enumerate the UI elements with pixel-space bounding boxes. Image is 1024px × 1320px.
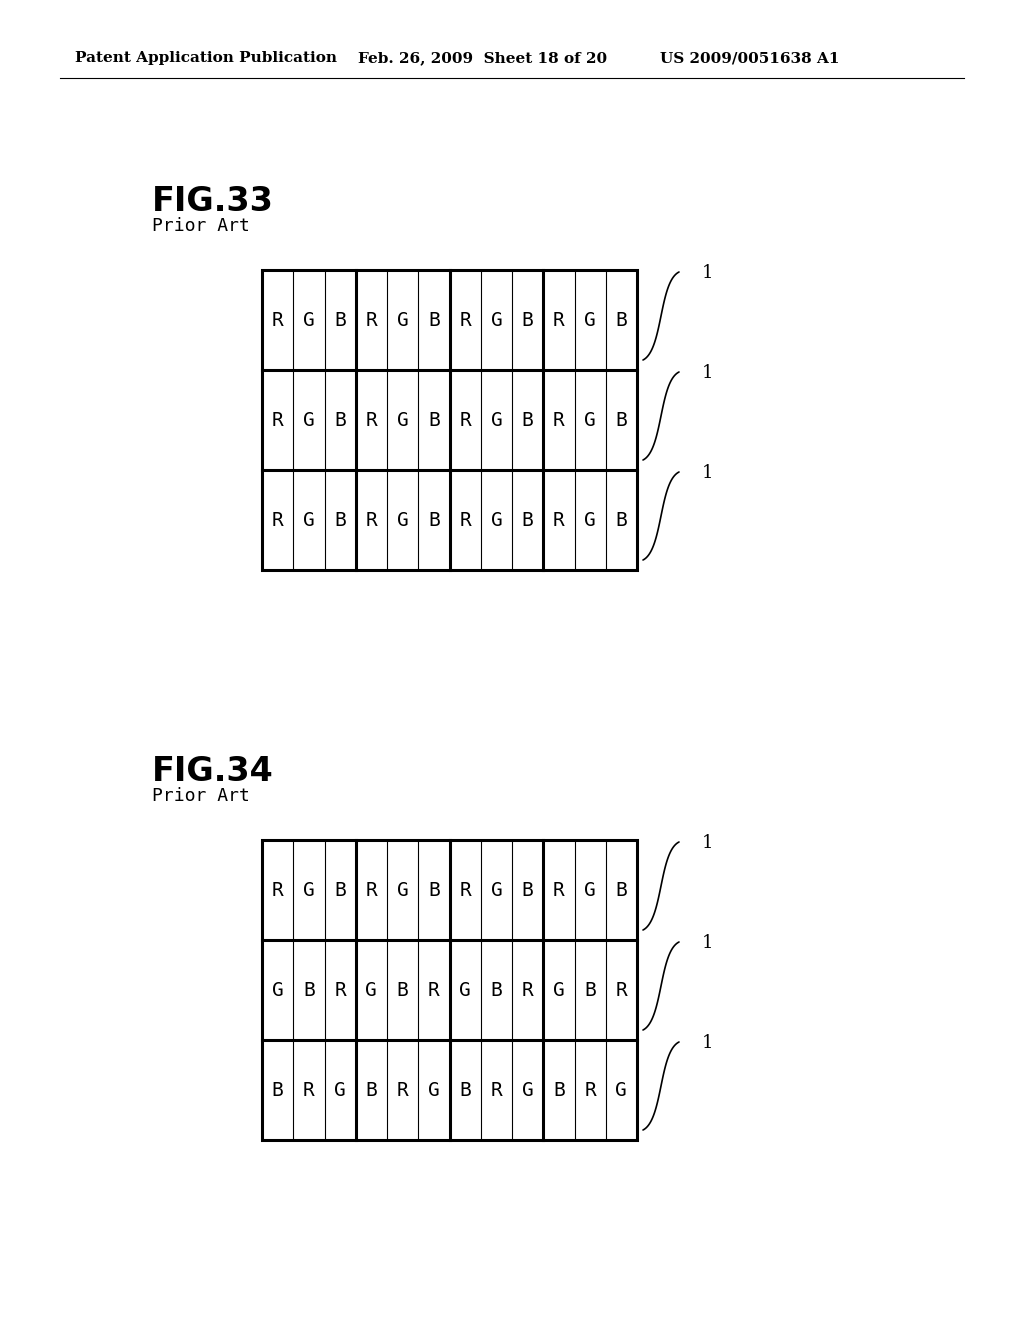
Text: B: B bbox=[428, 411, 439, 429]
Text: B: B bbox=[553, 1081, 565, 1100]
Text: G: G bbox=[396, 880, 409, 899]
Text: G: G bbox=[585, 411, 596, 429]
Text: R: R bbox=[553, 310, 565, 330]
Text: Prior Art: Prior Art bbox=[152, 216, 250, 235]
Text: B: B bbox=[428, 511, 439, 529]
Text: R: R bbox=[366, 310, 377, 330]
Text: R: R bbox=[459, 411, 471, 429]
Text: R: R bbox=[553, 880, 565, 899]
Text: R: R bbox=[459, 511, 471, 529]
Text: 1: 1 bbox=[702, 465, 714, 482]
Text: G: G bbox=[334, 1081, 346, 1100]
Text: R: R bbox=[271, 880, 284, 899]
Text: B: B bbox=[334, 511, 346, 529]
Text: B: B bbox=[522, 310, 534, 330]
Text: B: B bbox=[428, 880, 439, 899]
Text: G: G bbox=[396, 411, 409, 429]
Text: B: B bbox=[334, 310, 346, 330]
Text: R: R bbox=[366, 880, 377, 899]
Text: G: G bbox=[428, 1081, 439, 1100]
Text: R: R bbox=[428, 981, 439, 999]
Text: FIG.34: FIG.34 bbox=[152, 755, 273, 788]
Text: G: G bbox=[303, 880, 314, 899]
Text: R: R bbox=[396, 1081, 409, 1100]
Text: G: G bbox=[303, 310, 314, 330]
Text: B: B bbox=[615, 411, 628, 429]
Text: G: G bbox=[490, 310, 502, 330]
Text: 1: 1 bbox=[702, 1034, 714, 1052]
Text: B: B bbox=[522, 880, 534, 899]
Text: R: R bbox=[553, 411, 565, 429]
Text: G: G bbox=[459, 981, 471, 999]
Text: G: G bbox=[303, 511, 314, 529]
Text: G: G bbox=[303, 411, 314, 429]
Text: 1: 1 bbox=[702, 264, 714, 282]
Text: B: B bbox=[303, 981, 314, 999]
Text: G: G bbox=[522, 1081, 534, 1100]
Bar bbox=[262, 840, 637, 1140]
Text: G: G bbox=[553, 981, 565, 999]
Text: R: R bbox=[271, 411, 284, 429]
Text: Patent Application Publication: Patent Application Publication bbox=[75, 51, 337, 65]
Text: B: B bbox=[585, 981, 596, 999]
Text: Prior Art: Prior Art bbox=[152, 787, 250, 805]
Text: B: B bbox=[490, 981, 502, 999]
Text: R: R bbox=[490, 1081, 502, 1100]
Text: G: G bbox=[396, 511, 409, 529]
Text: B: B bbox=[459, 1081, 471, 1100]
Text: G: G bbox=[366, 981, 377, 999]
Text: B: B bbox=[428, 310, 439, 330]
Text: R: R bbox=[553, 511, 565, 529]
Text: G: G bbox=[490, 511, 502, 529]
Text: B: B bbox=[615, 310, 628, 330]
Text: G: G bbox=[396, 310, 409, 330]
Text: US 2009/0051638 A1: US 2009/0051638 A1 bbox=[660, 51, 840, 65]
Text: R: R bbox=[303, 1081, 314, 1100]
Bar bbox=[262, 271, 637, 570]
Text: G: G bbox=[585, 310, 596, 330]
Text: G: G bbox=[490, 880, 502, 899]
Text: G: G bbox=[490, 411, 502, 429]
Text: R: R bbox=[459, 880, 471, 899]
Text: Feb. 26, 2009  Sheet 18 of 20: Feb. 26, 2009 Sheet 18 of 20 bbox=[358, 51, 607, 65]
Text: G: G bbox=[585, 880, 596, 899]
Text: R: R bbox=[271, 310, 284, 330]
Text: G: G bbox=[271, 981, 284, 999]
Text: B: B bbox=[615, 880, 628, 899]
Text: R: R bbox=[585, 1081, 596, 1100]
Text: B: B bbox=[522, 411, 534, 429]
Text: G: G bbox=[615, 1081, 628, 1100]
Text: B: B bbox=[615, 511, 628, 529]
Text: B: B bbox=[334, 880, 346, 899]
Text: B: B bbox=[334, 411, 346, 429]
Text: R: R bbox=[522, 981, 534, 999]
Text: R: R bbox=[615, 981, 628, 999]
Text: R: R bbox=[459, 310, 471, 330]
Text: G: G bbox=[585, 511, 596, 529]
Text: R: R bbox=[366, 511, 377, 529]
Text: FIG.33: FIG.33 bbox=[152, 185, 273, 218]
Text: B: B bbox=[271, 1081, 284, 1100]
Text: 1: 1 bbox=[702, 834, 714, 851]
Text: B: B bbox=[396, 981, 409, 999]
Text: B: B bbox=[366, 1081, 377, 1100]
Text: 1: 1 bbox=[702, 935, 714, 952]
Text: R: R bbox=[334, 981, 346, 999]
Text: R: R bbox=[366, 411, 377, 429]
Text: 1: 1 bbox=[702, 364, 714, 381]
Text: R: R bbox=[271, 511, 284, 529]
Text: B: B bbox=[522, 511, 534, 529]
